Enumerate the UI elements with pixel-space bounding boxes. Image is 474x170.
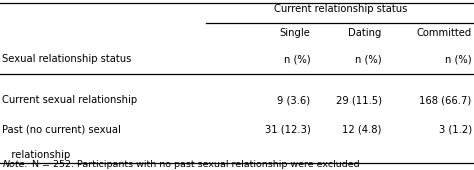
Text: relationship: relationship [2,150,71,160]
Text: 31 (12.3): 31 (12.3) [264,125,310,135]
Text: 3 (1.2): 3 (1.2) [438,125,472,135]
Text: 29 (11.5): 29 (11.5) [336,95,382,105]
Text: N = 252. Participants with no past sexual relationship were excluded: N = 252. Participants with no past sexua… [29,160,360,169]
Text: Sexual relationship status: Sexual relationship status [2,54,132,64]
Text: Dating: Dating [348,28,382,38]
Text: Single: Single [280,28,310,38]
Text: 168 (66.7): 168 (66.7) [419,95,472,105]
Text: Current sexual relationship: Current sexual relationship [2,95,137,105]
Text: n (%): n (%) [355,54,382,64]
Text: Past (no current) sexual: Past (no current) sexual [2,125,121,135]
Text: n (%): n (%) [284,54,310,64]
Text: Current relationship status: Current relationship status [274,4,407,14]
Text: 9 (3.6): 9 (3.6) [277,95,310,105]
Text: Committed: Committed [416,28,472,38]
Text: Note.: Note. [2,160,28,169]
Text: 12 (4.8): 12 (4.8) [342,125,382,135]
Text: n (%): n (%) [445,54,472,64]
